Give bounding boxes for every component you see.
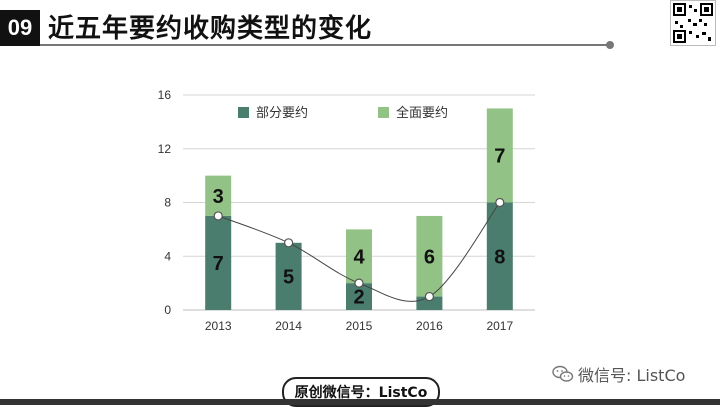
bar-full-2015 [346,229,372,284]
title-divider [40,44,610,46]
x-tick-label: 2016 [416,319,443,333]
page-title: 近五年要约收购类型的变化 [48,14,373,44]
bars [205,108,513,310]
x-tick-label: 2013 [205,319,232,333]
x-tick-label: 2014 [275,319,302,333]
trend-point-2017 [495,197,505,208]
trend-line [213,197,505,302]
data-label-partial-2014: 5 [283,266,294,288]
bar-partial-2014 [275,242,302,310]
data-label-full-2017: 7 [494,145,505,167]
y-tick-label: 0 [164,303,171,317]
trend-point-2013 [213,211,223,221]
trend-point-2014 [284,238,294,248]
data-labels: 7 3 5 2 4 6 8 7 [213,145,506,308]
y-tick-label: 8 [164,196,171,210]
qr-code-icon [670,0,716,46]
y-tick-label: 4 [164,249,171,263]
x-tick-label: 2017 [486,319,513,333]
trend-point-2016 [424,291,434,302]
data-label-partial-2013: 7 [213,253,224,275]
footer-strip [0,399,720,405]
y-tick-label: 12 [158,142,172,156]
x-tick-label: 2015 [346,319,373,333]
bar-full-2013 [205,175,232,216]
data-label-full-2016: 6 [424,246,435,268]
data-label-partial-2015: 2 [353,287,364,309]
title-divider-end [606,41,614,49]
wechat-watermark: 微信号: ListCo [552,362,685,386]
bar-partial-2017 [486,202,513,310]
bar-partial-2013 [205,215,232,310]
bar-full-2016 [416,215,443,297]
section-number: 09 [0,10,40,46]
wechat-id-text: 微信号: ListCo [578,366,686,385]
legend-swatch-full [378,107,389,118]
data-label-partial-2017: 8 [494,246,505,268]
trend-point-2015 [354,278,364,288]
data-label-full-2015: 4 [353,246,365,268]
bar-full-2017 [486,108,513,203]
y-tick-label: 16 [158,88,172,102]
y-axis-ticks: 0 4 8 12 16 [158,88,172,317]
x-axis-ticks: 2013 2014 2015 2016 2017 [205,319,514,333]
data-label-full-2013: 3 [213,186,224,208]
wechat-icon [552,365,574,382]
legend: 部分要约 全面要约 [238,105,448,121]
legend-label-partial: 部分要约 [256,106,308,121]
legend-label-full: 全面要约 [396,105,448,121]
legend-swatch-partial [238,107,249,118]
